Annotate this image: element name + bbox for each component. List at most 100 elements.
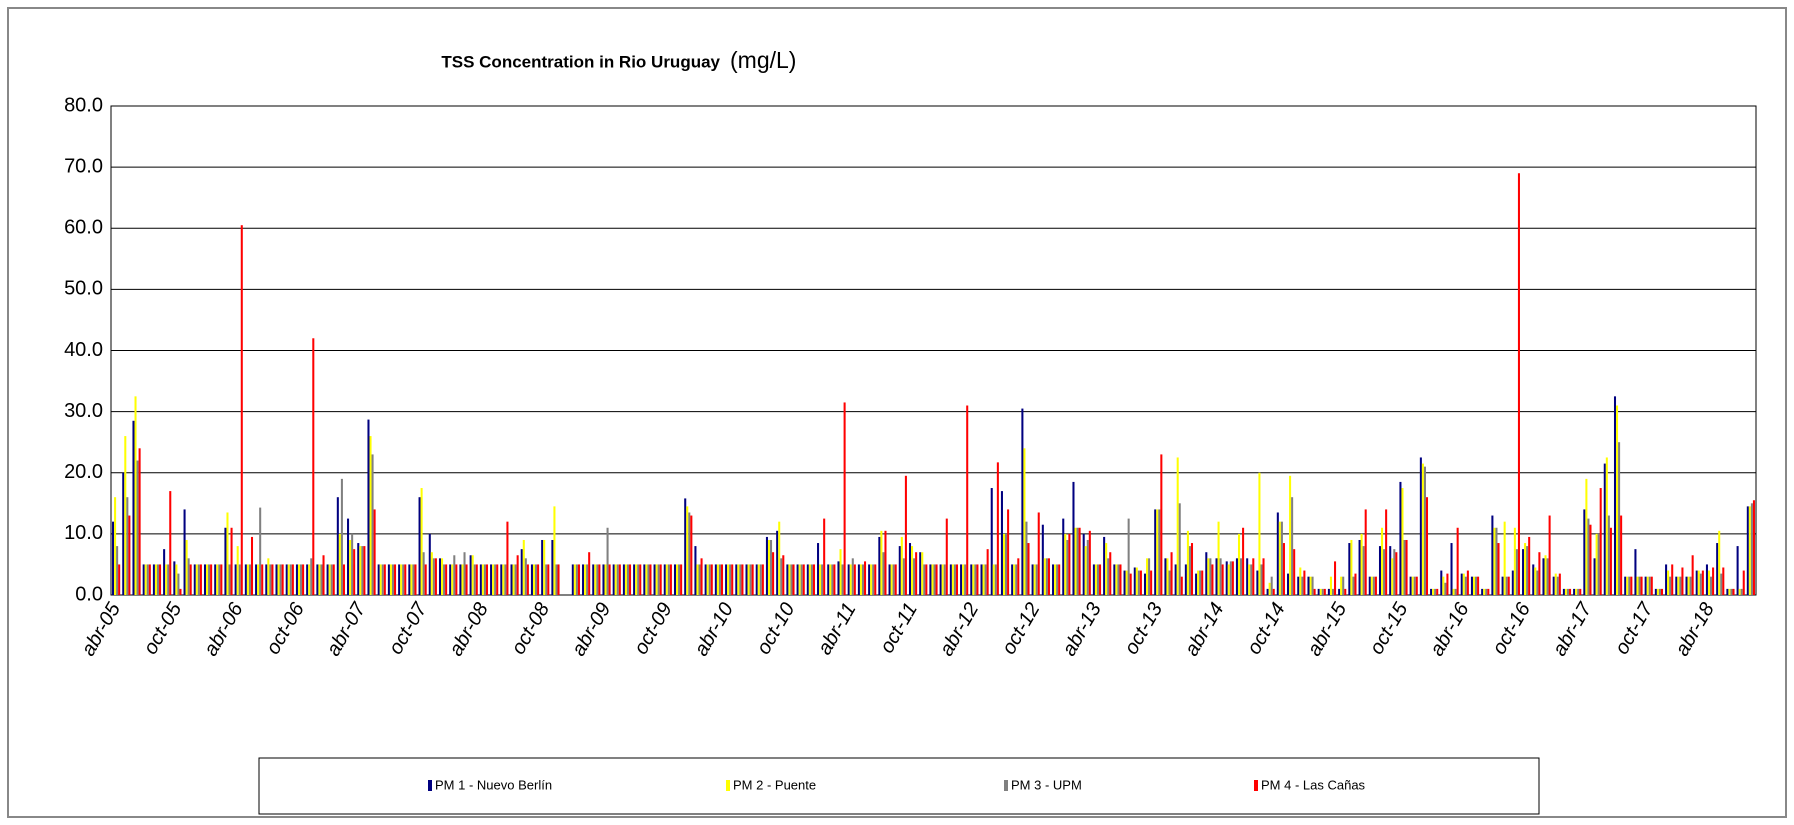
bar xyxy=(349,539,352,595)
bar xyxy=(786,564,789,595)
bar xyxy=(1528,536,1531,595)
bar xyxy=(1495,527,1498,595)
bar xyxy=(837,561,840,595)
bar xyxy=(206,564,209,595)
bar xyxy=(902,558,905,595)
bar xyxy=(1119,564,1122,595)
bar xyxy=(328,564,331,595)
bar xyxy=(802,564,805,595)
bar xyxy=(1362,546,1365,595)
bar xyxy=(175,564,178,595)
bar xyxy=(1115,564,1118,595)
bar xyxy=(831,564,834,595)
bar xyxy=(320,564,323,595)
bar xyxy=(1660,588,1664,595)
bar xyxy=(1287,573,1290,595)
legend-swatch xyxy=(428,780,432,791)
bar xyxy=(1086,539,1089,595)
bar xyxy=(582,564,585,595)
bar xyxy=(1605,457,1608,595)
bar xyxy=(1470,576,1473,595)
bar xyxy=(234,564,237,595)
bar xyxy=(357,543,360,595)
bar xyxy=(1732,588,1735,595)
bar xyxy=(673,564,677,595)
bar xyxy=(629,564,632,595)
bar xyxy=(1002,533,1006,595)
bar xyxy=(575,564,578,595)
bar xyxy=(594,564,597,595)
bar xyxy=(398,564,401,595)
bar xyxy=(500,564,503,595)
bar xyxy=(1074,527,1077,595)
bar xyxy=(872,564,875,595)
bar xyxy=(1272,588,1275,595)
bar xyxy=(725,564,728,595)
bar xyxy=(257,564,260,595)
bar xyxy=(767,539,771,595)
bar xyxy=(1648,576,1651,595)
bar xyxy=(667,564,670,595)
bar xyxy=(1526,546,1529,595)
bar xyxy=(1425,497,1429,595)
bar xyxy=(843,402,846,595)
bar xyxy=(637,564,640,595)
bar xyxy=(281,564,284,595)
bar xyxy=(146,564,149,595)
bar xyxy=(1524,543,1527,595)
bar xyxy=(144,564,147,595)
bar xyxy=(336,497,339,595)
bar xyxy=(1094,564,1097,595)
bar xyxy=(1442,576,1445,595)
bar xyxy=(972,564,975,595)
bar xyxy=(1103,536,1106,595)
bar xyxy=(655,564,658,595)
bar xyxy=(1599,488,1602,595)
bar xyxy=(1603,463,1606,595)
bar xyxy=(1015,564,1018,595)
bar xyxy=(351,533,354,595)
bar xyxy=(859,564,862,595)
bar xyxy=(669,564,672,595)
y-tick-label: 0.0 xyxy=(75,583,103,605)
bar xyxy=(1293,549,1296,595)
bar xyxy=(1096,564,1100,595)
bar xyxy=(259,507,262,595)
bar xyxy=(1695,570,1698,595)
bar xyxy=(735,564,738,595)
bar xyxy=(964,564,967,595)
bar xyxy=(653,564,656,595)
bar xyxy=(1299,567,1302,595)
bar xyxy=(485,564,489,595)
bar xyxy=(481,564,484,595)
chart-title-unit: (mg/L) xyxy=(730,47,796,73)
bar xyxy=(1609,527,1612,595)
bar xyxy=(1317,588,1320,595)
bar xyxy=(827,564,830,595)
bar xyxy=(608,564,611,595)
bar xyxy=(1186,530,1189,595)
bar xyxy=(878,536,881,595)
bar xyxy=(128,515,131,595)
bar xyxy=(817,543,820,595)
bar xyxy=(1327,588,1330,595)
bar xyxy=(1556,576,1559,595)
bar xyxy=(1188,546,1191,595)
bar xyxy=(381,564,384,595)
bar xyxy=(1485,588,1488,595)
bar xyxy=(306,564,309,595)
bar xyxy=(1685,576,1688,595)
bar xyxy=(798,564,801,595)
bar xyxy=(1689,576,1692,595)
bar xyxy=(516,555,519,595)
bar xyxy=(1235,558,1238,595)
bar xyxy=(156,564,160,595)
bar xyxy=(1544,555,1547,595)
bar xyxy=(990,488,993,595)
bar xyxy=(449,564,452,595)
bar xyxy=(332,564,335,595)
bar xyxy=(741,564,744,595)
bar xyxy=(404,564,407,595)
bar xyxy=(530,564,533,595)
bar xyxy=(1573,588,1576,595)
